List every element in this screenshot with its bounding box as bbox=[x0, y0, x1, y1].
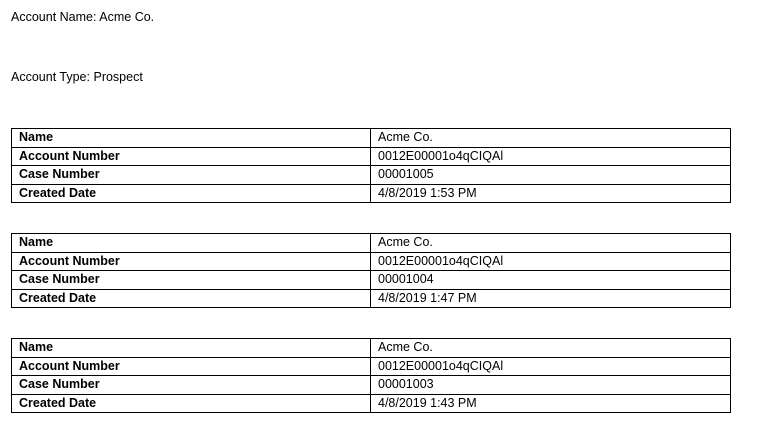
case-number-value: 00001003 bbox=[370, 375, 731, 395]
case-number-label: Case Number bbox=[11, 375, 371, 395]
table-row: Created Date 4/8/2019 1:53 PM bbox=[11, 183, 731, 203]
table-row: Name Acme Co. bbox=[11, 338, 731, 358]
account-number-label: Account Number bbox=[11, 356, 371, 376]
case-number-value: 00001005 bbox=[370, 165, 731, 185]
account-name-line: Account Name: Acme Co. bbox=[11, 10, 154, 24]
name-label: Name bbox=[11, 338, 371, 358]
case-table: Name Acme Co. Account Number 0012E00001o4qC… bbox=[11, 128, 731, 203]
table-row: Case Number 00001004 bbox=[11, 270, 731, 290]
table-row: Name Acme Co. bbox=[11, 233, 731, 253]
table-row: Created Date 4/8/2019 1:43 PM bbox=[11, 393, 731, 413]
account-number-label: Account Number bbox=[11, 146, 371, 166]
account-number-value: 0012E00001o4qCIQAl bbox=[370, 356, 731, 376]
created-date-label: Created Date bbox=[11, 393, 371, 413]
name-value: Acme Co. bbox=[370, 233, 731, 253]
name-label: Name bbox=[11, 233, 371, 253]
account-type-label: Account Type: bbox=[11, 70, 90, 84]
table-row: Account Number 0012E00001o4qCIQAl bbox=[11, 356, 731, 376]
account-name-label: Account Name: bbox=[11, 10, 97, 24]
account-type-line: Account Type: Prospect bbox=[11, 70, 143, 84]
account-number-value: 0012E00001o4qCIQAl bbox=[370, 251, 731, 271]
account-type-value: Prospect bbox=[93, 70, 143, 84]
account-name-value: Acme Co. bbox=[99, 10, 155, 24]
name-label: Name bbox=[11, 128, 371, 148]
created-date-value: 4/8/2019 1:43 PM bbox=[370, 393, 731, 413]
created-date-value: 4/8/2019 1:53 PM bbox=[370, 183, 731, 203]
account-number-label: Account Number bbox=[11, 251, 371, 271]
table-row: Created Date 4/8/2019 1:47 PM bbox=[11, 288, 731, 308]
table-row: Account Number 0012E00001o4qCIQAl bbox=[11, 146, 731, 166]
created-date-label: Created Date bbox=[11, 183, 371, 203]
case-number-label: Case Number bbox=[11, 165, 371, 185]
created-date-value: 4/8/2019 1:47 PM bbox=[370, 288, 731, 308]
table-row: Name Acme Co. bbox=[11, 128, 731, 148]
case-number-label: Case Number bbox=[11, 270, 371, 290]
case-table: Name Acme Co. Account Number 0012E00001o4qC… bbox=[11, 338, 731, 413]
case-number-value: 00001004 bbox=[370, 270, 731, 290]
created-date-label: Created Date bbox=[11, 288, 371, 308]
table-row: Account Number 0012E00001o4qCIQAl bbox=[11, 251, 731, 271]
table-row: Case Number 00001003 bbox=[11, 375, 731, 395]
case-table: Name Acme Co. Account Number 0012E00001o4qC… bbox=[11, 233, 731, 308]
table-row: Case Number 00001005 bbox=[11, 165, 731, 185]
name-value: Acme Co. bbox=[370, 128, 731, 148]
account-number-value: 0012E00001o4qCIQAl bbox=[370, 146, 731, 166]
name-value: Acme Co. bbox=[370, 338, 731, 358]
